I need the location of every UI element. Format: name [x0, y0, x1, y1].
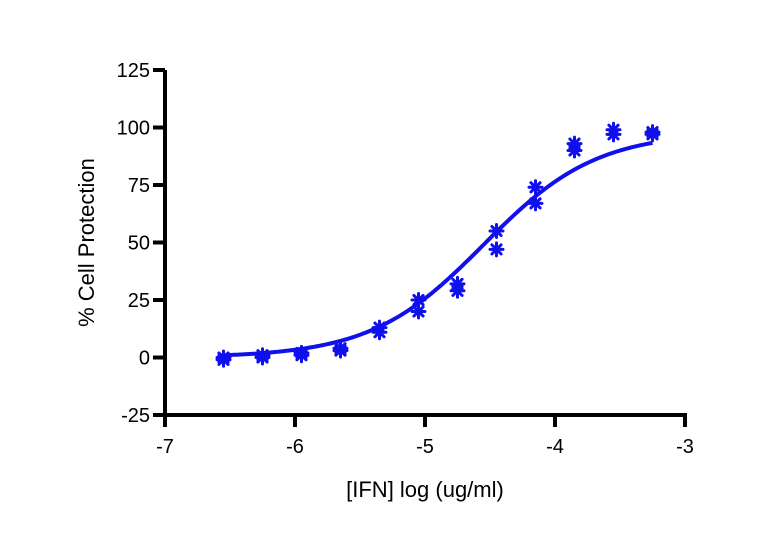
data-point [254, 347, 271, 364]
data-point [566, 135, 583, 152]
data-point [371, 319, 388, 336]
x-tick-label: -7 [156, 436, 174, 458]
x-axis-ticks: -7 -6 -5 -4 -3 [156, 415, 694, 458]
data-point [488, 223, 505, 239]
x-tick-label: -4 [546, 436, 564, 458]
data-point [293, 344, 310, 361]
x-axis-title: [IFN] log (ug/ml) [346, 477, 504, 502]
data-point [488, 241, 505, 258]
x-tick-label: -6 [286, 436, 304, 458]
y-tick-label: 25 [128, 290, 150, 312]
data-point [605, 121, 622, 138]
y-tick-label: 0 [139, 348, 150, 370]
y-tick-label: -25 [121, 405, 150, 427]
y-tick-label: 125 [117, 60, 150, 82]
x-tick-label: -3 [676, 436, 694, 458]
y-tick-label: 50 [128, 233, 150, 255]
data-points [215, 121, 661, 368]
data-point [527, 179, 544, 196]
data-point [644, 124, 661, 141]
data-point [449, 275, 466, 292]
data-point [410, 292, 427, 308]
x-tick-label: -5 [416, 436, 434, 458]
y-axis-ticks: -25 0 25 50 75 100 125 [117, 60, 165, 427]
data-point [527, 195, 544, 212]
fit-curve [223, 140, 653, 358]
y-tick-label: 75 [128, 175, 150, 197]
y-axis-title: % Cell Protection [74, 158, 99, 327]
data-point [215, 349, 232, 366]
y-tick-label: 100 [117, 118, 150, 140]
data-point [332, 340, 349, 357]
